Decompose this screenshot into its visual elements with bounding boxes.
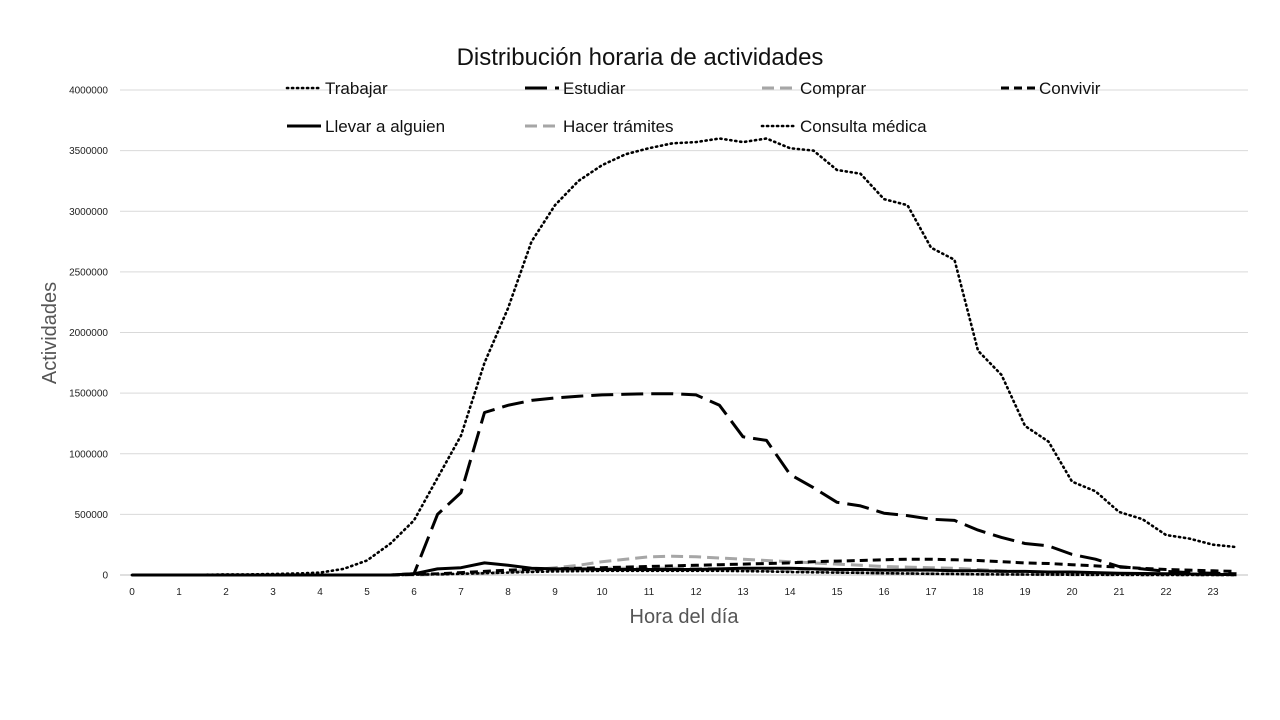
x-axis-ticks: 0 1 2 3 4 5 6 7 8 9 10 11 12 13 14 15 16 17 18 19 20 21 22 23 [129, 587, 1219, 598]
x-tick-label: 0 [129, 587, 135, 598]
series-line-1 [132, 392, 1237, 577]
x-tick-label: 13 [737, 587, 749, 598]
y-axis-title: Actividades [39, 282, 61, 384]
chart-title: Distribución horaria de actividades [457, 44, 824, 71]
x-tick-label: 17 [925, 587, 937, 598]
x-tick-label: 16 [878, 587, 890, 598]
y-tick-label: 2500000 [69, 267, 108, 278]
gridlines [120, 89, 1248, 576]
legend: Trabajar Estudiar Comprar Convivir Llevar a … [285, 79, 1101, 136]
x-axis-title: Hora del día [630, 606, 740, 628]
x-tick-label: 23 [1207, 587, 1219, 598]
legend-label-1: Estudiar [563, 79, 626, 98]
x-tick-label: 20 [1066, 587, 1078, 598]
y-tick-label: 1500000 [69, 389, 108, 400]
y-tick-label: 2000000 [69, 328, 108, 339]
x-tick-label: 7 [458, 587, 464, 598]
x-tick-label: 12 [690, 587, 702, 598]
x-tick-label: 22 [1160, 587, 1172, 598]
x-tick-label: 18 [972, 587, 984, 598]
y-tick-label: 0 [102, 571, 108, 582]
legend-label-2: Comprar [800, 79, 866, 98]
legend-label-6: Consulta médica [800, 117, 927, 136]
x-tick-label: 9 [552, 587, 558, 598]
x-tick-label: 6 [411, 587, 417, 598]
x-tick-label: 21 [1113, 587, 1125, 598]
legend-label-4: Llevar a alguien [325, 117, 445, 136]
y-tick-label: 3000000 [69, 207, 108, 218]
series-lines [130, 137, 1238, 577]
x-tick-label: 14 [784, 587, 796, 598]
y-tick-label: 3500000 [69, 146, 108, 157]
legend-label-0: Trabajar [325, 79, 388, 98]
x-tick-label: 2 [223, 587, 229, 598]
y-axis-ticks: 0 500000 1000000 1500000 2000000 2500000 30000… [69, 86, 108, 582]
x-tick-label: 15 [831, 587, 843, 598]
x-tick-label: 1 [176, 587, 182, 598]
x-tick-label: 8 [505, 587, 511, 598]
x-tick-label: 4 [317, 587, 323, 598]
legend-label-3: Convivir [1039, 79, 1101, 98]
x-tick-label: 11 [644, 587, 655, 598]
y-tick-label: 4000000 [69, 86, 108, 97]
x-tick-label: 19 [1019, 587, 1031, 598]
y-tick-label: 1000000 [69, 449, 108, 460]
x-tick-label: 5 [364, 587, 370, 598]
x-tick-label: 3 [270, 587, 276, 598]
series-line-0 [130, 137, 1238, 577]
x-tick-label: 10 [596, 587, 608, 598]
legend-label-5: Hacer trámites [563, 117, 674, 136]
y-tick-label: 500000 [75, 510, 109, 521]
